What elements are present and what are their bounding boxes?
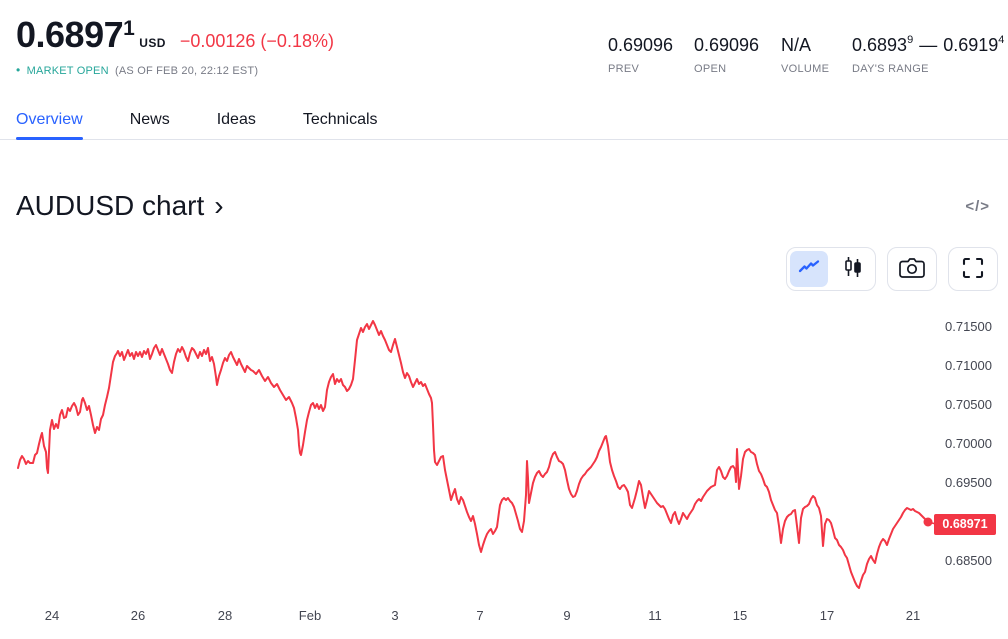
snapshot-button[interactable] [887,247,937,291]
stat-open-label: OPEN [694,63,727,75]
y-axis-tick: 0.70500 [945,397,992,412]
candlestick-icon [843,256,863,283]
stat-prev-value: 0.69096 [608,35,674,55]
range-separator: — [919,35,938,55]
range-high: 0.6919 [943,35,999,55]
fullscreen-icon [962,257,984,282]
x-axis-tick: 26 [130,608,146,623]
range-low: 0.6893 [852,35,908,55]
price-change: −0.00126 (−0.18%) [179,31,334,51]
currency-label: USD [139,36,166,50]
market-status-asof: (AS OF FEB 20, 22:12 EST) [115,65,259,77]
x-axis-tick: 11 [648,608,662,623]
last-price-value: 0.68971 [16,14,135,56]
price-main-digits: 0.6897 [16,14,124,55]
stat-open-value: 0.69096 [694,35,760,55]
stat-days-range-label: DAY'S RANGE [852,63,929,75]
x-axis-tick: Feb [298,608,322,623]
tab-bar: Overview News Ideas Technicals [0,103,1008,140]
embed-code-icon-button[interactable]: </> [965,198,990,215]
stat-volume-label: VOLUME [781,63,830,75]
x-axis-tick: 7 [476,608,484,623]
y-axis-tick: 0.71000 [945,358,992,373]
camera-icon [899,257,925,282]
chart-title-text: AUDUSD chart [16,190,205,221]
chevron-right-icon: › [214,190,224,221]
stat-prev-label: PREV [608,63,640,75]
stat-prev: 0.69096 PREV [608,35,673,75]
market-status-bullet-icon: • [16,63,21,77]
range-low-sup: 9 [907,34,914,46]
chart-title-link[interactable]: AUDUSD chart › [16,190,224,222]
stat-days-range-value: 0.68939 —0.69194 [852,34,1005,56]
line-chart-icon [797,257,821,282]
stat-volume: N/A VOLUME [781,35,829,75]
stat-days-range: 0.68939 —0.69194 DAY'S RANGE [852,34,1005,75]
last-price-axis-label: 0.68971 [934,513,996,535]
price-superscript-digit: 1 [123,17,135,40]
x-axis-tick: 15 [732,608,748,623]
market-status-line: • MARKET OPEN (AS OF FEB 20, 22:12 EST) [16,63,334,77]
chart-toolbar [786,247,998,291]
tab-ideas[interactable]: Ideas [216,111,256,128]
y-axis-tick: 0.71500 [945,319,992,334]
x-axis-tick: 17 [819,608,835,623]
tab-technicals[interactable]: Technicals [302,111,378,128]
tab-overview[interactable]: Overview [16,103,83,140]
y-axis-tick: 0.69500 [945,475,992,490]
y-axis-tick: 0.70000 [945,436,992,451]
price-header: 0.68971 USD −0.00126 (−0.18%) • MARKET O… [16,14,334,77]
price-line [17,320,929,589]
fullscreen-button[interactable] [948,247,998,291]
last-price-dot [923,517,933,527]
x-axis-tick: 28 [217,608,233,623]
chart-type-segmented-control [786,247,876,291]
chart-type-candles-option[interactable] [834,251,872,287]
tab-news[interactable]: News [129,111,170,128]
x-axis-tick: 24 [44,608,60,623]
stat-open: 0.69096 OPEN [694,35,759,75]
key-stats-row: 0.69096 PREV 0.69096 OPEN N/A VOLUME 0.6… [0,34,1008,81]
range-high-sup: 4 [998,34,1005,46]
market-status-label: MARKET OPEN [26,65,109,77]
y-axis-tick: 0.68500 [945,553,992,568]
chart-type-line-option[interactable] [790,251,828,287]
stat-volume-value: N/A [781,35,812,55]
x-axis-tick: 3 [391,608,399,623]
price-line: 0.68971 USD −0.00126 (−0.18%) [16,14,334,56]
code-icon: </> [965,198,990,215]
x-axis-tick: 21 [905,608,921,623]
x-axis-tick: 9 [563,608,571,623]
